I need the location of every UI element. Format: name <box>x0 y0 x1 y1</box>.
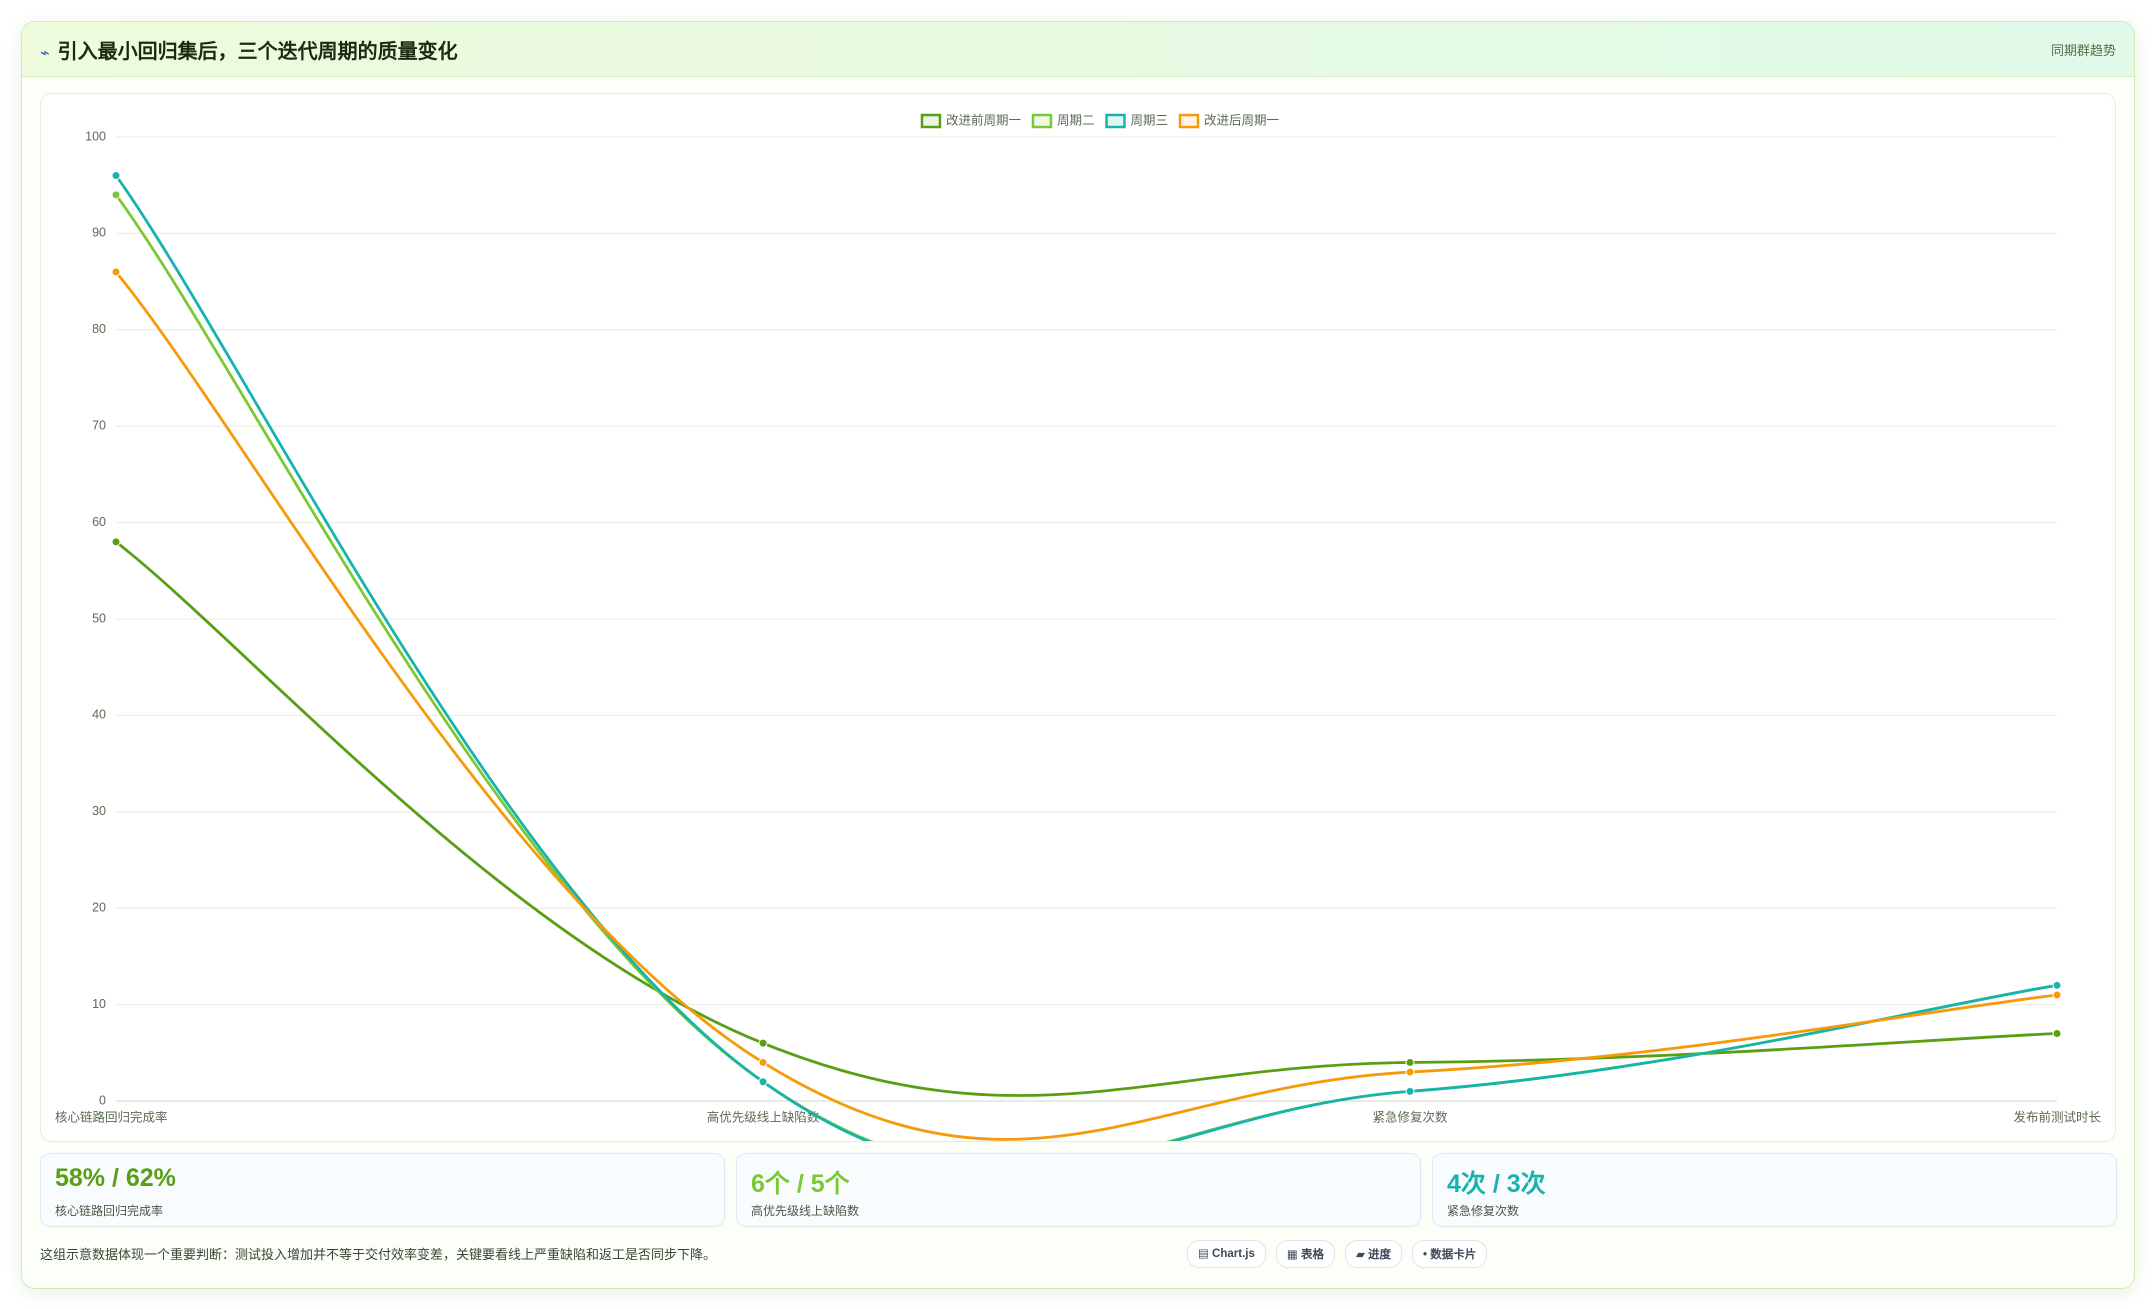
point <box>1405 1086 1415 1096</box>
y-tick-label: 80 <box>92 322 106 336</box>
tags: ▤ Chart.js ▦ 表格 ▰ 进度 • 数据卡片 <box>1187 1240 1488 1268</box>
point <box>758 1038 768 1048</box>
legend-swatch <box>920 113 942 129</box>
point <box>111 171 121 181</box>
legend-label: 改进前周期一 <box>946 112 1021 127</box>
y-tick-label: 30 <box>92 804 106 818</box>
stat-value: 58% / 62% <box>55 1164 176 1192</box>
header: ⌁ 引入最小回归集后，三个迭代周期的质量变化 同期群趋势 <box>22 22 2134 77</box>
point <box>1405 1067 1415 1077</box>
series-line <box>114 174 2058 1172</box>
point <box>2052 990 2062 1000</box>
badge: 同期群趋势 <box>2050 42 2116 58</box>
point <box>2052 1029 2062 1039</box>
stat-card: 4次 / 3次紧急修复次数 <box>1432 1153 2117 1227</box>
legend-item: 改进后周期一 <box>1178 113 1279 129</box>
stat-card: 58% / 62% 核心链路回归完成率 <box>40 1153 725 1227</box>
legend-label: 周期二 <box>1057 113 1095 127</box>
footer-note: 这组示意数据体现一个重要判断：测试投入增加并不等于交付效率变差，关键要看线上严重… <box>40 1247 717 1262</box>
y-tick-label: 40 <box>92 708 106 722</box>
y-tick-label: 10 <box>92 997 106 1011</box>
stat-card: 6个 / 5个高优先级线上缺陷数 <box>736 1153 1421 1227</box>
y-tick-label: 90 <box>92 226 106 240</box>
y-tick-label: 100 <box>85 129 106 143</box>
y-tick-label: 60 <box>92 515 106 529</box>
chart-box: 0 10 20 30 40 50 60 70 80 90 100 核心链路回归完成率 高优先级线上缺陷数… <box>40 93 2116 1172</box>
y-tick-label: 70 <box>92 418 106 432</box>
series-line <box>114 271 2058 1141</box>
stat-label: 高优先级线上缺陷数 <box>751 1204 860 1218</box>
legend-label: 周期三 <box>1131 113 1169 127</box>
point <box>758 1077 768 1087</box>
legend-swatch <box>1031 113 1053 129</box>
y-tick-label: 20 <box>92 900 106 914</box>
point <box>111 190 121 200</box>
point <box>111 537 121 547</box>
stat-value: 6个 / 5个 <box>751 1170 850 1198</box>
legend-item: 周期二 <box>1031 113 1095 129</box>
x-tick-label: 紧急修复次数 <box>1372 1109 1448 1124</box>
point <box>758 1057 768 1067</box>
legend-swatch <box>1178 113 1200 129</box>
stat-value: 4次 / 3次 <box>1447 1170 1546 1198</box>
legend-item: 周期三 <box>1105 113 1169 129</box>
panel: ⌁ 引入最小回归集后，三个迭代周期的质量变化 同期群趋势 0 10 20 30 40 50 6… <box>21 21 2135 1289</box>
title: 引入最小回归集后，三个迭代周期的质量变化 <box>57 40 458 63</box>
point <box>111 267 121 277</box>
series-line <box>114 194 2058 1171</box>
y-tick-label: 0 <box>99 1093 106 1107</box>
point <box>2052 980 2062 990</box>
tag: ▤ Chart.js <box>1187 1240 1266 1268</box>
x-tick-label: 核心链路回归完成率 <box>55 1109 168 1124</box>
legend-label: 改进后周期一 <box>1204 113 1279 127</box>
series-line <box>115 540 2058 1097</box>
y-tick-label: 50 <box>92 611 106 625</box>
point <box>1405 1057 1415 1067</box>
stat-label: 核心链路回归完成率 <box>55 1204 164 1218</box>
icon: ⌁ <box>40 44 50 62</box>
tag: • 数据卡片 <box>1412 1240 1488 1268</box>
x-tick-label: 高优先级线上缺陷数 <box>707 1109 820 1124</box>
chart: 0 10 20 30 40 50 60 70 80 90 100 核心链路回归完成率 高优先级线上缺陷数… <box>55 112 2101 1172</box>
tag: ▦ 表格 <box>1275 1240 1335 1268</box>
legend: 改进前周期一 周期二 周期三 改进后周期一 <box>920 112 1279 129</box>
legend-item: 改进前周期一 <box>920 112 1021 129</box>
x-tick-label: 发布前测试时长 <box>2013 1109 2101 1124</box>
legend-swatch <box>1105 113 1126 129</box>
title-wrap: ⌁ 引入最小回归集后，三个迭代周期的质量变化 <box>40 35 458 64</box>
tag: ▰ 进度 <box>1344 1240 1402 1268</box>
stat-label: 紧急修复次数 <box>1447 1204 1520 1218</box>
